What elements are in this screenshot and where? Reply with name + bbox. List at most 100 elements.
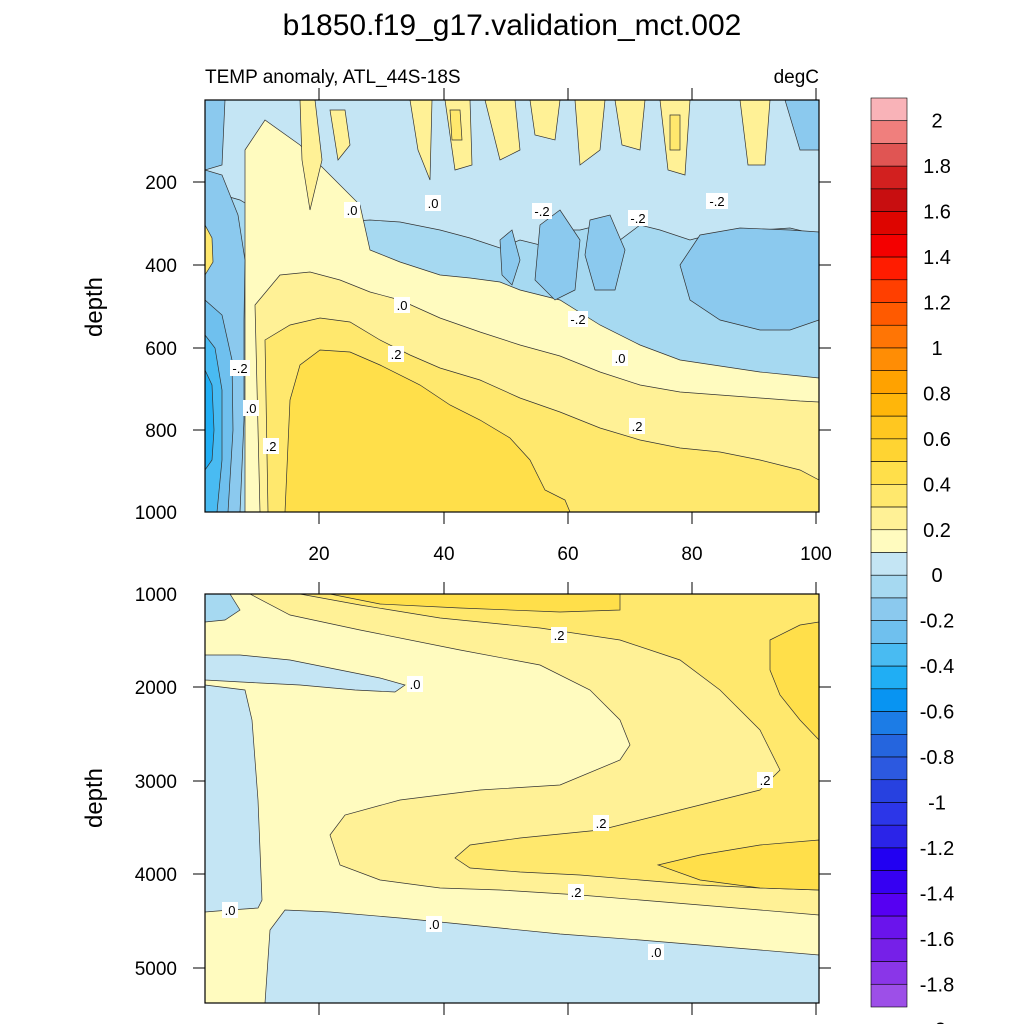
colorbar-swatch — [870, 211, 908, 235]
contour-label-text: .0 — [429, 917, 440, 932]
colorbar-swatch — [870, 938, 908, 962]
lower-band-0.3-deep — [656, 839, 819, 891]
colorbar-label: 1.4 — [923, 247, 951, 269]
contour-label-text: .0 — [225, 903, 236, 918]
colorbar — [870, 97, 908, 1008]
colorbar-swatch — [870, 711, 908, 735]
colorbar-label: -2 — [928, 1020, 946, 1024]
lower-y-ticks: 1000 2000 3000 4000 5000 — [135, 585, 177, 980]
contour-label: -.2 — [706, 193, 728, 209]
upper-y-ticks: 200 400 600 800 1000 — [135, 173, 177, 524]
colorbar-swatch — [870, 143, 908, 167]
colorbar-swatch — [870, 393, 908, 417]
colorbar-label: 0.4 — [923, 474, 951, 496]
upper-surface-warm-stripe-6 — [529, 100, 561, 141]
lower-band-neg-0.2-corner — [205, 594, 241, 623]
colorbar-swatch — [870, 824, 908, 849]
colorbar-label: 0.2 — [923, 520, 951, 542]
y-tick-label: 2000 — [135, 678, 177, 699]
colorbar-swatch — [870, 461, 908, 485]
upper-surface-warm-stripe-8 — [614, 100, 646, 151]
colorbar-swatch — [870, 847, 908, 871]
colorbar-swatch — [870, 279, 908, 303]
colorbar-swatch — [870, 188, 908, 212]
contour-label-text: .2 — [266, 439, 277, 454]
colorbar-label: 1.6 — [923, 202, 951, 224]
chart-title: b1850.f19_g17.validation_mct.002 — [283, 9, 742, 42]
contour-label-text: .2 — [571, 885, 582, 900]
x-tick-label: 40 — [433, 544, 454, 565]
colorbar-swatch — [870, 234, 908, 258]
colorbar-swatch — [870, 120, 908, 144]
contour-label: .0 — [222, 902, 238, 918]
upper-band-neg-0.3-pool-3 — [679, 227, 819, 331]
lower-band-0.3-east — [769, 621, 819, 741]
colorbar-swatch — [870, 893, 908, 917]
upper-surface-cold-stripe-1 — [205, 100, 226, 171]
contour-label: .2 — [593, 815, 609, 831]
contour-label: -.2 — [230, 360, 250, 376]
contour-label-text: .0 — [246, 401, 257, 416]
contour-label: -.2 — [568, 311, 588, 327]
colorbar-label: 0.6 — [923, 429, 951, 451]
colorbar-swatch — [870, 415, 908, 440]
upper-x-tick-marks — [318, 88, 817, 524]
contour-label: -.2 — [628, 210, 648, 226]
colorbar-label: 1.8 — [923, 156, 951, 178]
lower-plot-frame — [204, 593, 820, 1004]
contour-label: .2 — [568, 884, 584, 900]
upper-surface-warm-stripe-11 — [449, 109, 463, 141]
contour-label: .0 — [426, 916, 442, 932]
contour-label-text: .2 — [554, 628, 565, 643]
upper-surface-cold-stripe-2 — [784, 100, 819, 151]
colorbar-swatch — [870, 733, 908, 758]
contour-label-text: -.2 — [570, 312, 585, 327]
contour-label: .0 — [648, 944, 664, 960]
x-tick-label: 100 — [800, 544, 832, 565]
colorbar-swatch — [870, 165, 908, 190]
contour-label: .0 — [243, 400, 259, 416]
upper-surface-warm-stripe-5 — [484, 100, 521, 161]
colorbar-label: 1 — [931, 338, 942, 360]
contour-label-text: .0 — [428, 196, 439, 211]
lower-contour-field — [205, 594, 819, 1003]
y-tick-label: 600 — [145, 339, 177, 360]
upper-y-axis-label: depth — [81, 277, 108, 337]
y-tick-label: 200 — [145, 173, 177, 194]
contour-label: .2 — [629, 418, 645, 434]
upper-surface-warm-stripe-1 — [299, 100, 323, 211]
y-tick-label: 3000 — [135, 772, 177, 793]
colorbar-label: 0.8 — [923, 383, 951, 405]
colorbar-swatch — [870, 961, 908, 985]
lower-panel: .2 .0 .2 .2 .2 .0 .0 .0 1000 2000 3000 4… — [81, 582, 831, 1015]
contour-label-text: -.2 — [534, 204, 549, 219]
upper-contour-labels: .0 .0 -.2 -.2 -.2 .0 -.2 .2 .0 -.2 .0 .2… — [230, 193, 728, 454]
colorbar-swatch — [870, 484, 908, 508]
colorbar-label: -1 — [928, 792, 946, 814]
lower-y-axis-label: depth — [81, 768, 108, 828]
colorbar-label: -1.2 — [920, 838, 954, 860]
colorbar-label: -0.8 — [920, 747, 954, 769]
colorbar-label: -1.6 — [920, 929, 954, 951]
contour-label: .0 — [394, 297, 410, 313]
contour-label-text: -.2 — [232, 361, 247, 376]
colorbar-label: 0 — [931, 565, 942, 587]
upper-contour-field — [205, 100, 819, 512]
contour-label-text: .0 — [651, 945, 662, 960]
colorbar-swatch — [870, 324, 908, 349]
upper-plot-frame — [204, 99, 820, 513]
upper-surface-warm-stripe-3 — [409, 100, 433, 181]
contour-label-text: .0 — [410, 677, 421, 692]
contour-label: .0 — [344, 202, 360, 218]
upper-surface-warm-stripe-10 — [739, 100, 771, 166]
upper-band-neg-0.3-pool-2 — [584, 214, 626, 291]
lower-band-neg-0.1-bottom — [264, 909, 819, 1003]
colorbar-swatch — [870, 302, 908, 326]
contour-label-text: .0 — [615, 351, 626, 366]
upper-x-ticks: 20 40 60 80 100 — [308, 544, 831, 565]
colorbar-swatch — [870, 256, 908, 281]
colorbar-swatch — [870, 756, 908, 781]
x-tick-label: 20 — [308, 544, 329, 565]
lower-y-tick-marks — [193, 686, 831, 969]
